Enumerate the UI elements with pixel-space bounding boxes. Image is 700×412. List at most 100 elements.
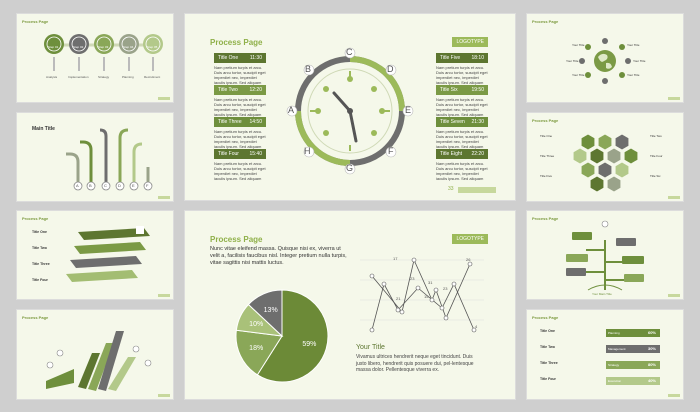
pie-slice-label-2: 18% bbox=[249, 345, 263, 352]
hex-item-title: Title Five bbox=[540, 174, 553, 178]
dial-letter-f: F bbox=[388, 146, 394, 156]
slide-footer-bar bbox=[158, 294, 170, 297]
hex-item-title: Title Three bbox=[540, 154, 555, 158]
slide-thumbnail-ribbons[interactable]: Process Page Title One Title Two Title T… bbox=[16, 210, 174, 300]
bar-percent: 80% bbox=[647, 362, 656, 367]
line-label: 4 bbox=[475, 324, 478, 329]
slide-thumbnail-steps[interactable]: Process Page Step 01 Step 02 Step 03 Ste… bbox=[16, 13, 174, 103]
timeline-item-time: 18:10 bbox=[471, 55, 484, 61]
bar-row-4: Execution 40% bbox=[606, 377, 660, 385]
bar-row-title: Title One bbox=[540, 329, 555, 333]
line-label: 26 bbox=[466, 257, 471, 262]
ribbon-title-1: Title One bbox=[32, 230, 47, 234]
slide-title: Process Page bbox=[532, 315, 559, 320]
bar-percent: 40% bbox=[647, 378, 656, 383]
line-chart bbox=[360, 257, 484, 333]
body-text: Vivamus ultrices hendrerit neque eget ti… bbox=[356, 354, 474, 373]
pipe-letter-b: B bbox=[89, 183, 92, 188]
dial-letter-b: B bbox=[305, 64, 312, 74]
step-caption-1: Analysis bbox=[46, 75, 58, 79]
line-label: 21 bbox=[396, 296, 401, 301]
bar-percent: 60% bbox=[647, 330, 656, 335]
pipe-letter-d: D bbox=[118, 183, 121, 188]
step-caption-5: Recruitment bbox=[144, 75, 161, 79]
bar-label: Planning bbox=[608, 331, 620, 335]
hexagon-cell bbox=[580, 133, 596, 151]
slide-thumbnail-tree[interactable]: Process Page Your Main Title bbox=[526, 210, 684, 300]
hexagon-cell bbox=[614, 133, 630, 151]
timeline-item-text: Nam pretium turpis et arcu. Duis arcu to… bbox=[214, 65, 266, 85]
hexagon-cell bbox=[606, 147, 622, 165]
bar-percent: 30% bbox=[647, 346, 656, 351]
slide-thumbnail-pipes[interactable]: Main Title A B C D E F bbox=[16, 112, 174, 202]
timeline-item-title: Title Seven bbox=[440, 119, 465, 125]
timeline-item-time: 19:50 bbox=[471, 87, 484, 93]
step-circle-5 bbox=[143, 34, 163, 54]
bar-label: Management bbox=[608, 347, 626, 351]
dial-letter-a: A bbox=[288, 105, 295, 115]
pie-slice-2 bbox=[235, 329, 283, 376]
clock-dial bbox=[286, 47, 414, 175]
slide-thumbnail-world[interactable]: Process Page Your Title Your Title Your … bbox=[526, 13, 684, 103]
slide-thumbnail-tall-bars[interactable]: Process Page bbox=[16, 309, 174, 400]
timeline-item-text: Nam pretium turpis et arcu. Duis arcu to… bbox=[214, 129, 266, 149]
slide-main-pie-line[interactable]: Process Page LOGOTYPE Nunc vitae eleifen… bbox=[184, 210, 516, 400]
slide-footer-bar bbox=[158, 97, 170, 100]
hexagon-cell bbox=[606, 175, 622, 193]
logotype-tag: LOGOTYPE bbox=[452, 234, 488, 244]
timeline-item-text: Nam pretium turpis et arcu. Duis arcu to… bbox=[436, 97, 488, 117]
step-circle-4 bbox=[119, 34, 139, 54]
timeline-item-title: Title Six bbox=[440, 87, 458, 93]
slide-title: Process Page bbox=[22, 315, 49, 320]
hexagon-cell bbox=[589, 147, 605, 165]
hexagon-cell bbox=[623, 147, 639, 165]
slide-title: Process Page bbox=[210, 38, 263, 47]
world-item-title: Your Title bbox=[566, 59, 579, 63]
slide-main-clock[interactable]: Process Page LOGOTYPE Title One 11:30 Nam… bbox=[184, 13, 516, 201]
world-item-title: Your Title bbox=[627, 73, 640, 77]
timeline-item-time: 14:50 bbox=[249, 119, 262, 125]
logotype-tag: LOGOTYPE bbox=[452, 37, 488, 47]
step-circle-2 bbox=[69, 34, 89, 54]
world-item-title: Your Title bbox=[633, 59, 646, 63]
pie-slice-label-3: 10% bbox=[249, 321, 263, 328]
timeline-item-title: Title Three bbox=[218, 119, 242, 125]
slide-title: Process Page bbox=[532, 118, 559, 123]
main-title: Main Title bbox=[32, 126, 55, 132]
dial-letter-h: H bbox=[304, 146, 311, 156]
slide-title: Process Page bbox=[532, 19, 559, 24]
ribbon-title-4: Title Four bbox=[32, 278, 48, 282]
slide-title: Process Page bbox=[22, 216, 49, 221]
line-label: 23 bbox=[443, 286, 448, 291]
timeline-item-time: 15:40 bbox=[249, 151, 262, 157]
timeline-item-8: Title Eight 22:20 bbox=[436, 149, 488, 159]
bar-row-2: Management 30% bbox=[606, 345, 660, 353]
step-caption-2: Implementation bbox=[68, 75, 89, 79]
slide-thumbnail-hexagons[interactable]: Process Page Title One Title Two Title T… bbox=[526, 112, 684, 202]
step-caption-3: Strategy bbox=[98, 75, 110, 79]
pipe-letter-c: C bbox=[104, 183, 107, 188]
bar-row-title: Title Three bbox=[540, 361, 558, 365]
hexagon-cell bbox=[572, 147, 588, 165]
bar-row-1: Planning 60% bbox=[606, 329, 660, 337]
tree-graphic bbox=[566, 220, 644, 291]
intro-text: Nunc vitae eleifend massa. Quisque nisi … bbox=[210, 246, 347, 266]
timeline-item-text: Nam pretium turpis et arcu. Duis arcu to… bbox=[214, 97, 266, 117]
bar-row-3: Strategy 80% bbox=[606, 361, 660, 369]
world-item-title: Your Title bbox=[572, 73, 585, 77]
step-label-2: Step 02 bbox=[73, 45, 84, 49]
bar-row-title: Title Four bbox=[540, 377, 556, 381]
slide-footer-bar bbox=[668, 196, 680, 199]
step-label-1: Step 01 bbox=[48, 45, 59, 49]
slide-thumbnail-percent-bars[interactable]: Process Page Title One Title Two Title T… bbox=[526, 309, 684, 400]
slide-footer-bar: 33 bbox=[448, 186, 496, 193]
slide-footer-bar bbox=[158, 394, 170, 397]
step-circle-1 bbox=[44, 34, 64, 54]
bar-label: Execution bbox=[608, 379, 622, 383]
steps-graphic bbox=[44, 34, 163, 71]
ribbons-graphic bbox=[66, 226, 150, 282]
timeline-item-text: Nam pretium turpis et arcu. Duis arcu to… bbox=[436, 65, 488, 85]
world-item-title: Your Title bbox=[572, 43, 585, 47]
hex-item-title: Title One bbox=[540, 134, 553, 138]
dial-letter-g: G bbox=[346, 163, 354, 173]
